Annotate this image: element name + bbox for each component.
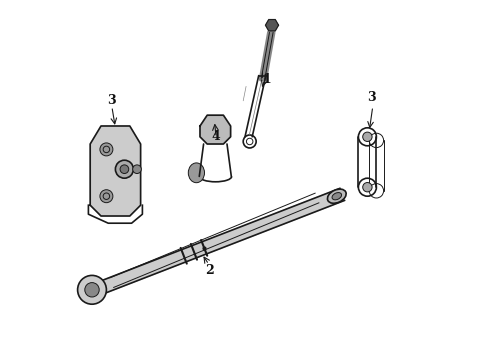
Circle shape (100, 190, 113, 203)
Polygon shape (200, 115, 231, 144)
Text: 3: 3 (107, 94, 116, 107)
Ellipse shape (327, 189, 346, 203)
Circle shape (363, 132, 372, 141)
Ellipse shape (332, 193, 342, 200)
Circle shape (363, 183, 372, 192)
Circle shape (133, 165, 141, 174)
Circle shape (85, 283, 99, 297)
Polygon shape (84, 188, 344, 300)
Polygon shape (266, 19, 278, 31)
Circle shape (77, 275, 106, 304)
Circle shape (116, 160, 133, 178)
Circle shape (100, 143, 113, 156)
Polygon shape (90, 126, 141, 216)
Text: 3: 3 (367, 91, 375, 104)
Text: 4: 4 (212, 130, 220, 143)
Text: 2: 2 (205, 264, 213, 276)
Circle shape (120, 165, 129, 174)
Ellipse shape (188, 163, 204, 183)
Text: 1: 1 (262, 73, 271, 86)
